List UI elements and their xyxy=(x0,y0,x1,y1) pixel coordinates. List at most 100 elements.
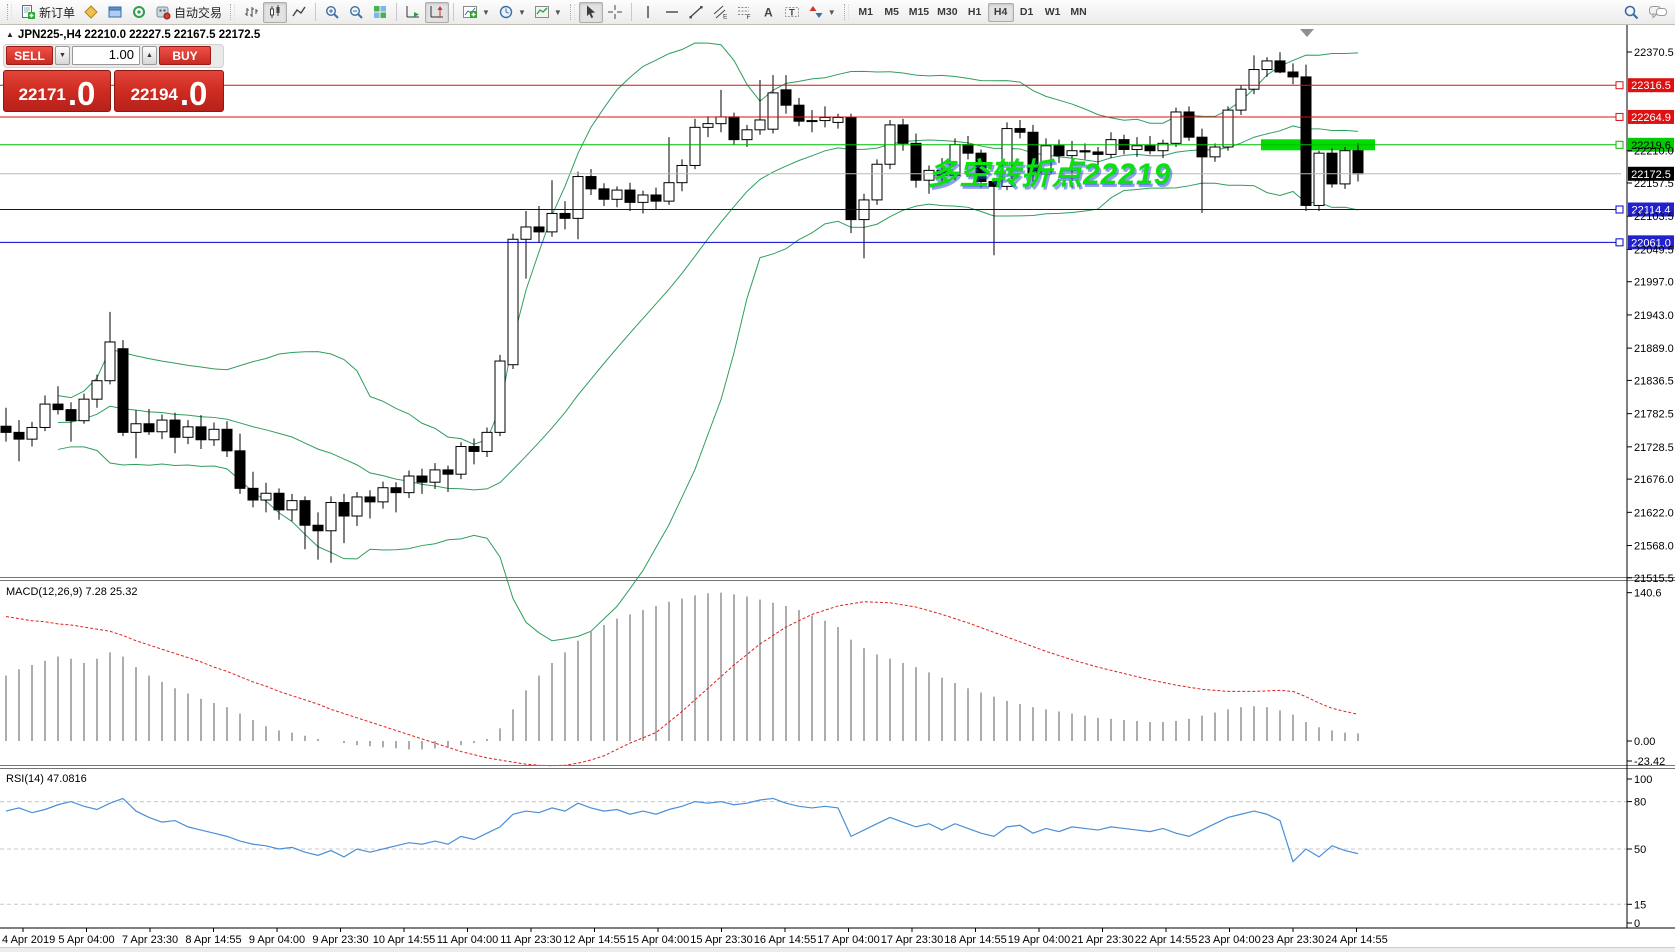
volume-input[interactable]: 1.00 xyxy=(72,46,140,65)
candle xyxy=(1196,136,1208,158)
candle xyxy=(806,120,818,123)
search-button[interactable] xyxy=(1619,2,1644,23)
text-button[interactable]: A xyxy=(756,2,780,23)
bar-chart-button[interactable] xyxy=(239,2,263,23)
toolbar-grip[interactable] xyxy=(7,4,12,20)
toolbar-grip[interactable] xyxy=(843,4,849,20)
time-tick-label: 19 Apr 04:00 xyxy=(1008,934,1070,946)
new-order-button[interactable]: 新订单 xyxy=(16,2,79,23)
candle xyxy=(845,116,857,221)
chart-shift-marker xyxy=(1300,29,1314,37)
toolbar-grip[interactable] xyxy=(230,4,236,20)
new-window-button[interactable] xyxy=(103,2,127,23)
price-tick-label: 21997.0 xyxy=(1634,277,1674,289)
line-chart-button[interactable] xyxy=(287,2,311,23)
candle xyxy=(1209,146,1221,158)
chevron-down-icon: ▼ xyxy=(517,7,526,17)
candle xyxy=(1222,109,1234,148)
candle xyxy=(416,475,428,483)
rsi-tick-label: 50 xyxy=(1634,844,1646,856)
candle xyxy=(910,142,922,181)
tf-d1-button[interactable]: D1 xyxy=(1019,6,1034,18)
channel-button[interactable]: E xyxy=(708,2,732,23)
candle xyxy=(299,500,311,526)
candle xyxy=(221,428,233,452)
indicators-button[interactable]: ▼ xyxy=(458,2,494,23)
tile-windows-button[interactable] xyxy=(368,2,392,23)
indicator-layer xyxy=(0,592,1627,905)
arrows-button[interactable]: ▼ xyxy=(804,2,840,23)
price-tick-label: 21836.5 xyxy=(1634,375,1674,387)
volume-decrease-button[interactable]: ▼ xyxy=(55,46,70,65)
tf-mn-button[interactable]: MN xyxy=(1070,6,1087,18)
toolbar-grip[interactable] xyxy=(569,4,575,20)
candle xyxy=(260,492,272,501)
candle xyxy=(897,124,909,144)
autotrading-button[interactable]: 自动交易 xyxy=(151,2,226,23)
templates-button[interactable]: ▼ xyxy=(530,2,566,23)
candle xyxy=(338,501,350,517)
tf-m5-button[interactable]: M5 xyxy=(884,6,900,18)
bid-price-fraction: .0 xyxy=(67,75,96,112)
tf-w1-button[interactable]: W1 xyxy=(1044,6,1061,18)
candle xyxy=(975,152,987,182)
auto-scroll-button[interactable] xyxy=(401,2,425,23)
svg-text:A: A xyxy=(764,6,773,20)
time-tick-label: 7 Apr 23:30 xyxy=(122,934,178,946)
buy-price-panel[interactable]: 22194.0 xyxy=(114,70,224,112)
time-tick-label: 21 Apr 23:30 xyxy=(1071,934,1133,946)
tile-windows-icon xyxy=(372,4,388,20)
horizontal-lines[interactable] xyxy=(0,78,1674,250)
candle xyxy=(468,446,480,452)
market-watch-icon xyxy=(83,4,99,20)
tf-m30-button[interactable]: M30 xyxy=(937,6,958,18)
candle xyxy=(0,425,12,433)
svg-text:F: F xyxy=(746,14,750,20)
toolbar-separator xyxy=(630,3,632,21)
periods-button[interactable]: ▼ xyxy=(494,2,530,23)
symbol-info-bar[interactable]: ▲ JPN225-,H4 22210.0 22227.5 22167.5 2217… xyxy=(6,29,260,41)
horizontal-line-button[interactable] xyxy=(660,2,684,23)
candle xyxy=(390,487,402,494)
market-watch-button[interactable] xyxy=(79,2,103,23)
chart-annotation-text: 多空转折点22219 xyxy=(928,158,1172,191)
bid-price: 22171 xyxy=(18,85,66,104)
svg-text:T: T xyxy=(789,8,795,19)
time-tick-label: 12 Apr 14:55 xyxy=(563,934,625,946)
volume-increase-button[interactable]: ▲ xyxy=(142,46,157,65)
time-tick-label: 9 Apr 04:00 xyxy=(249,934,305,946)
crosshair-button[interactable] xyxy=(603,2,627,23)
signals-button[interactable] xyxy=(127,2,151,23)
price-line-badge: 22172.5 xyxy=(1631,169,1671,181)
axes-layer[interactable] xyxy=(0,25,1675,932)
fibonacci-button[interactable]: F xyxy=(732,2,756,23)
price-tick-label: 22157.5 xyxy=(1634,178,1674,190)
buy-button[interactable]: BUY xyxy=(159,46,211,65)
tf-m1-button[interactable]: M1 xyxy=(858,6,874,18)
sell-price-panel[interactable]: 22171.0 xyxy=(3,70,111,112)
price-line-badge: 22316.5 xyxy=(1631,80,1671,92)
zoom-in-button[interactable] xyxy=(320,2,344,23)
toolbar-separator xyxy=(453,3,455,21)
chat-button[interactable] xyxy=(1644,2,1672,23)
chart-shift-button[interactable] xyxy=(425,1,450,23)
text-label-button[interactable]: T xyxy=(780,2,804,23)
cursor-button[interactable] xyxy=(578,1,603,23)
collapse-icon[interactable]: ▲ xyxy=(6,30,14,39)
tf-h1-button[interactable]: H1 xyxy=(967,6,982,18)
time-tick-label: 23 Apr 04:00 xyxy=(1198,934,1260,946)
zoom-out-button[interactable] xyxy=(344,2,368,23)
vertical-line-button[interactable] xyxy=(636,2,660,23)
candlestick-chart-button[interactable] xyxy=(263,1,288,23)
tf-h4-button[interactable]: H4 xyxy=(987,2,1014,22)
price-line-badge: 22114.4 xyxy=(1632,205,1671,217)
rsi-indicator-label: RSI(14) 47.0816 xyxy=(6,773,87,785)
price-tick-label: 21568.0 xyxy=(1634,541,1674,553)
trendline-button[interactable] xyxy=(684,2,708,23)
tf-m15-button[interactable]: M15 xyxy=(908,6,930,18)
zoom-in-icon xyxy=(324,4,340,20)
candle xyxy=(1300,76,1312,206)
text-icon: A xyxy=(760,4,776,20)
sell-button[interactable]: SELL xyxy=(6,46,53,65)
